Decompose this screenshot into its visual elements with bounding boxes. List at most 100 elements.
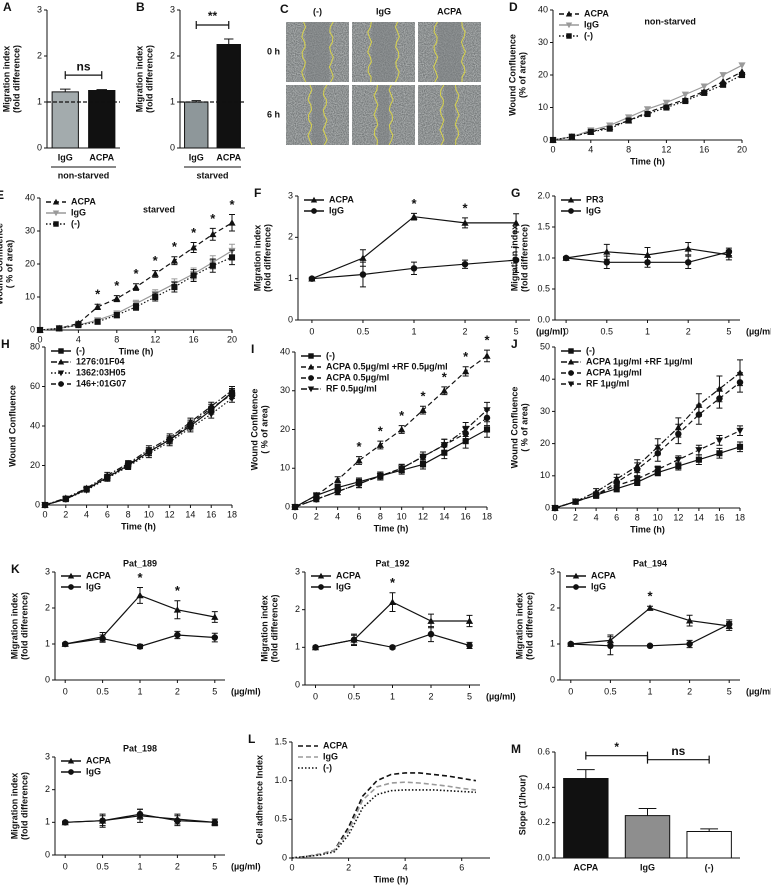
y-tick-label: 40: [280, 346, 290, 356]
legend-label: 146+:01G07: [76, 378, 126, 388]
error-bar: [96, 89, 108, 91]
x-tick-label: 2: [428, 691, 433, 701]
legend-marker: [67, 572, 75, 579]
y-tick-label: 60: [30, 381, 40, 391]
column-label: IgG: [376, 6, 391, 16]
x-tick-label: 16: [699, 144, 709, 154]
point: [190, 272, 197, 279]
x-tick-label: 0: [63, 686, 68, 696]
point: [228, 391, 236, 398]
legend-label: IgG: [86, 766, 101, 776]
point: [441, 449, 448, 456]
point: [587, 128, 594, 135]
y-tick-label: 40: [30, 420, 40, 430]
wound-edge: [394, 21, 400, 83]
x-tick-label: IgG: [640, 862, 655, 872]
point: [715, 437, 724, 444]
y-tick-label: 10: [25, 291, 35, 301]
x-tick-label: 5: [212, 861, 217, 871]
point: [171, 284, 178, 291]
legend-label: (-): [323, 762, 332, 772]
legend-label: ACPA 0.5µg/ml: [326, 372, 389, 382]
point: [633, 476, 641, 483]
y-axis-label: ( % of area): [519, 403, 529, 452]
legend-marker: [565, 10, 573, 17]
x-tick-label: 12: [418, 511, 428, 521]
y-axis-label: (fold difference): [11, 45, 21, 113]
y-tick-label: 2.0: [537, 190, 550, 200]
point: [94, 303, 102, 310]
point: [701, 89, 708, 96]
point: [725, 248, 733, 256]
point: [228, 254, 236, 261]
x-tick-label: 14: [185, 509, 195, 519]
x-tick-label: 2: [314, 511, 319, 521]
wound-edge: [454, 84, 460, 146]
point: [686, 617, 694, 624]
chart-title: Pat_198: [123, 743, 157, 753]
point: [99, 817, 106, 824]
y-tick-label: 0: [545, 502, 550, 512]
x-tick-label: 0.5: [601, 326, 614, 336]
x-tick-label: 2: [346, 862, 351, 872]
x-tick-label: IgG: [58, 152, 73, 162]
error-bar: [224, 38, 234, 45]
x-tick-label: 5: [467, 691, 472, 701]
x-tick-label: 6: [105, 509, 110, 519]
legend-label: IgG: [86, 581, 101, 591]
point: [419, 406, 427, 414]
legend-label: 1276:01F04: [76, 356, 125, 366]
legend-marker: [311, 208, 317, 214]
bar: [624, 815, 671, 859]
series-line: [291, 772, 477, 859]
y-axis-label: (fold difference): [262, 224, 272, 292]
legend-label: ACPA: [71, 196, 96, 206]
x-tick-label: 6: [459, 862, 464, 872]
y-tick-label: 40: [538, 4, 548, 14]
y-axis-label: ( % of area): [259, 405, 269, 454]
y-tick-label: 0.4: [537, 782, 550, 792]
y-tick-label: 0.0: [537, 314, 550, 324]
x-unit-label: (µg/ml): [231, 686, 261, 696]
point: [174, 817, 181, 824]
point: [151, 270, 159, 277]
significance-label: **: [208, 9, 218, 23]
x-tick-label: 0: [42, 509, 47, 519]
legend-label: (-): [586, 345, 595, 355]
series-line: [552, 64, 743, 141]
legend-label: IgG: [586, 205, 601, 215]
significance-label: *: [137, 570, 143, 585]
legend-marker: [567, 381, 575, 388]
point: [674, 456, 682, 464]
wound-area: [305, 22, 330, 82]
x-unit-label: (µg/ml): [536, 326, 566, 336]
legend-marker: [307, 363, 315, 370]
error-bar: [700, 828, 719, 832]
y-tick-label: 20: [538, 69, 548, 79]
y-tick-label: 0: [285, 501, 290, 511]
x-tick-label: 2: [686, 326, 691, 336]
series-line: [44, 397, 233, 506]
x-tick-label: 12: [673, 512, 683, 522]
wound-edge: [322, 84, 328, 146]
point: [512, 256, 520, 264]
y-tick-label: 0: [295, 679, 300, 689]
error-bar: [59, 88, 71, 92]
bar: [184, 101, 209, 149]
point: [291, 504, 299, 511]
point: [736, 443, 744, 450]
x-tick-label: 0: [550, 144, 555, 154]
bar: [51, 91, 79, 149]
point: [62, 495, 70, 503]
point: [440, 442, 448, 449]
x-tick-label: 20: [737, 144, 747, 154]
y-axis-label: Migration index: [1, 46, 11, 113]
point: [654, 450, 662, 457]
panel-letter: I: [251, 342, 254, 356]
significance-label: *: [210, 211, 216, 226]
row-label: 6 h: [267, 109, 280, 119]
point: [209, 262, 216, 269]
x-tick-label: 14: [439, 511, 449, 521]
significance-label: *: [484, 333, 490, 348]
y-axis-label: (fold difference): [19, 772, 29, 840]
